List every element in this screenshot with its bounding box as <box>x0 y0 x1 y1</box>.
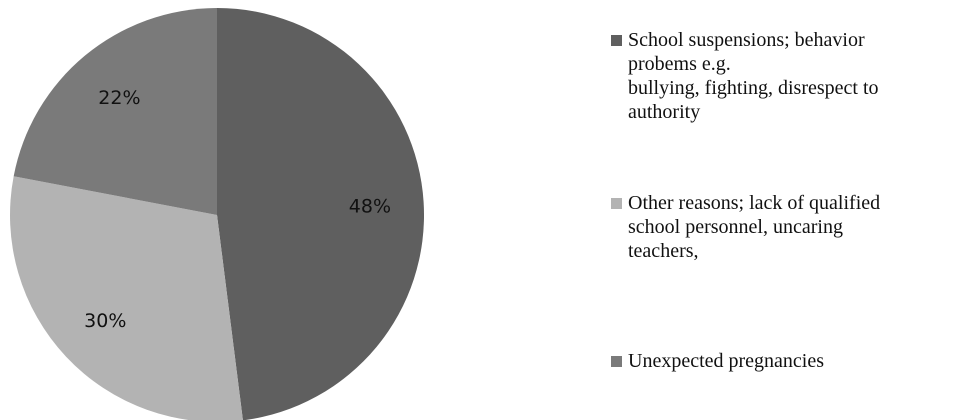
legend-line: school personnel, uncaring <box>628 216 843 238</box>
legend-label-school-suspensions: School suspensions; behavior probems e.g… <box>628 28 966 124</box>
legend-swatch-unexpected-pregnancies <box>611 356 622 367</box>
legend-line: probems e.g. <box>628 53 731 75</box>
pie-chart: 48% 30% 22% <box>10 8 424 420</box>
legend-line: Other reasons; lack of qualified <box>628 192 881 214</box>
legend-line: bullying, fighting, disrespect to <box>628 77 879 99</box>
data-label-unexpected-pregnancies: 22% <box>98 87 140 109</box>
legend-line: authority <box>628 101 701 123</box>
legend-line: School suspensions; behavior <box>628 29 865 51</box>
pie-slice-unexpected-pregnancies <box>13 8 218 215</box>
legend-item-other-reasons: Other reasons; lack of qualified school … <box>611 191 966 263</box>
pie-slice-school-suspensions <box>217 8 424 420</box>
legend-swatch-school-suspensions <box>611 35 622 46</box>
data-label-school-suspensions: 48% <box>349 195 391 217</box>
legend-line: Unexpected pregnancies <box>628 350 825 372</box>
legend-item-unexpected-pregnancies: Unexpected pregnancies <box>611 349 966 373</box>
legend-item-school-suspensions: School suspensions; behavior probems e.g… <box>611 28 966 124</box>
legend-label-other-reasons: Other reasons; lack of qualified school … <box>628 191 966 263</box>
data-label-other-reasons: 30% <box>84 310 126 332</box>
pie-slice-other-reasons <box>10 176 243 420</box>
legend-label-unexpected-pregnancies: Unexpected pregnancies <box>628 349 966 373</box>
legend-line: teachers, <box>628 240 699 262</box>
legend-swatch-other-reasons <box>611 198 622 209</box>
